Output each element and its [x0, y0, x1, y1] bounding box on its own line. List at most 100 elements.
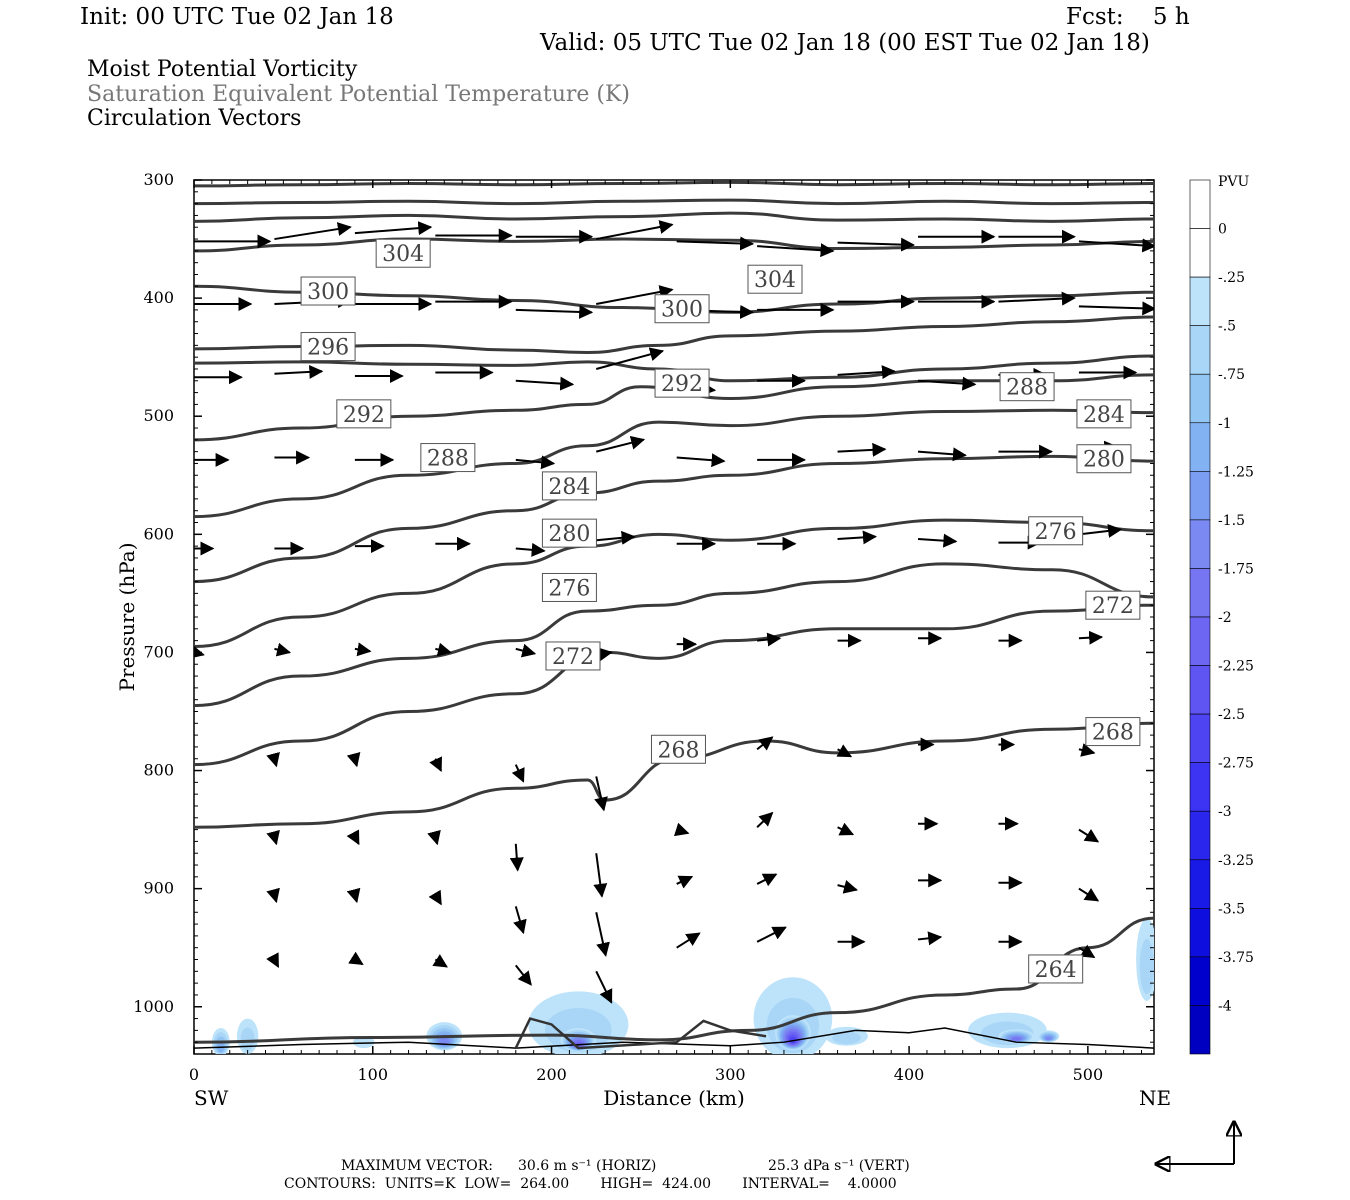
contour-label-box	[654, 294, 710, 324]
circulation-vector	[837, 880, 858, 894]
circulation-vector	[595, 912, 610, 957]
pv-shade	[832, 1031, 861, 1045]
colorbar-bin	[1189, 519, 1211, 569]
contour-label: 268	[1092, 721, 1134, 746]
init-label: Init: 00 UTC Tue 02 Jan 18	[80, 4, 394, 30]
contour-label: 304	[754, 268, 796, 293]
colorbar-bin	[1189, 616, 1211, 666]
contour-label-box	[1076, 399, 1132, 429]
circulation-vector	[595, 970, 613, 1004]
circulation-vector	[676, 875, 694, 889]
circulation-vector	[515, 542, 546, 557]
y-tick-label: 500	[143, 406, 174, 425]
circulation-vector	[515, 643, 537, 658]
circulation-vector	[837, 822, 855, 836]
x-tick-label: 400	[894, 1065, 925, 1084]
theta-contour	[194, 198, 1154, 206]
circulation-vector	[756, 811, 774, 828]
left-end-label: SW	[194, 1086, 229, 1110]
circulation-vector	[274, 642, 292, 657]
contour-label: 304	[382, 242, 424, 267]
colorbar-bin	[1189, 276, 1211, 326]
circulation-vector	[757, 632, 782, 647]
contour-label: 284	[548, 475, 590, 500]
circulation-vector	[266, 829, 280, 846]
colorbar-label: -1.25	[1218, 464, 1254, 480]
reference-vector	[1148, 1118, 1258, 1188]
contour-label: 272	[1092, 594, 1134, 619]
circulation-vector	[596, 285, 674, 305]
max-vector-horiz: 30.6 m s⁻¹ (HORIZ)	[518, 1158, 657, 1174]
contour-label-box	[336, 399, 392, 429]
circulation-vector	[346, 887, 361, 904]
circulation-vector	[354, 221, 433, 236]
valid-time: Valid: 05 UTC Tue 02 Jan 18 (00 EST Tue …	[540, 30, 1150, 56]
pv-shade	[240, 1027, 255, 1052]
circulation-vector	[917, 533, 958, 548]
circulation-vector	[757, 243, 835, 258]
circulation-vector	[593, 853, 608, 898]
circulation-vector	[346, 751, 361, 768]
colorbar-label: -3.25	[1218, 853, 1254, 869]
colorbar-bin	[1189, 179, 1211, 229]
x-axis-label: Distance (km)	[603, 1086, 745, 1110]
circulation-vector	[676, 932, 701, 949]
colorbar-label: -2.5	[1218, 707, 1245, 723]
theta-contour	[194, 562, 1154, 708]
right-end-label: NE	[1139, 1086, 1171, 1110]
circulation-vector	[513, 906, 527, 935]
colorbar-label: 0	[1218, 222, 1227, 238]
contour-label-box	[375, 238, 431, 268]
circulation-vector	[1078, 743, 1096, 757]
circulation-vector	[509, 843, 524, 872]
y-axis-label: Pressure (hPa)	[115, 543, 139, 692]
colorbar-label: -1.75	[1218, 561, 1254, 577]
contour-label: 276	[1035, 520, 1077, 545]
colorbar-label: -.5	[1218, 319, 1236, 335]
circulation-vector	[266, 887, 280, 904]
circulation-vector	[837, 442, 887, 457]
contour-label: 264	[1035, 958, 1077, 983]
colorbar-label: -.75	[1218, 367, 1245, 383]
contour-label: 296	[307, 336, 349, 361]
circulation-vector	[274, 364, 324, 379]
circulation-vector	[917, 447, 967, 462]
contour-label-box	[654, 368, 710, 398]
circulation-vector	[427, 829, 441, 846]
contour-label: 300	[661, 298, 703, 323]
colorbar-label: -2.25	[1218, 659, 1254, 675]
circulation-vector	[348, 951, 364, 966]
theta-contour	[194, 454, 1154, 584]
colorbar-bin	[1189, 471, 1211, 521]
circulation-vector	[266, 751, 280, 768]
contour-label-box	[541, 471, 597, 501]
colorbar-label: -1	[1218, 416, 1232, 432]
y-tick-label: 400	[143, 288, 174, 307]
colorbar-bin	[1189, 1005, 1211, 1055]
contour-label: 272	[552, 645, 594, 670]
circulation-vector	[1078, 301, 1154, 316]
pv-colorbar: 0 -.25 -.5 -.75 -1 -1.25 -1.5 -1.75 -2 -2.25 -2.5 -…	[1189, 179, 1254, 1055]
y-tick-label: 800	[143, 761, 174, 780]
pv-shade	[353, 1036, 375, 1049]
circulation-vector	[429, 756, 442, 772]
contour-label-box	[650, 734, 706, 764]
y-tick-label: 900	[143, 879, 174, 898]
circulation-vector	[1078, 238, 1154, 253]
colorbar-label: -4	[1218, 998, 1232, 1014]
colorbar-bin	[1189, 665, 1211, 715]
contour-label: 280	[1083, 448, 1125, 473]
contour-label: 276	[548, 576, 590, 601]
x-tick-label: 200	[536, 1065, 567, 1084]
theta-contour	[194, 721, 1154, 829]
circulation-vector	[1078, 828, 1100, 843]
circulation-vector	[432, 954, 448, 968]
contour-label-box	[999, 372, 1055, 402]
contour-label: 288	[427, 447, 469, 472]
colorbar-bin	[1189, 325, 1211, 375]
colorbar-label: -3	[1218, 804, 1232, 820]
circulation-vector	[595, 347, 665, 370]
contour-label-box	[1076, 444, 1132, 474]
terrain-line	[194, 1027, 1154, 1049]
contour-label-box	[420, 443, 476, 473]
